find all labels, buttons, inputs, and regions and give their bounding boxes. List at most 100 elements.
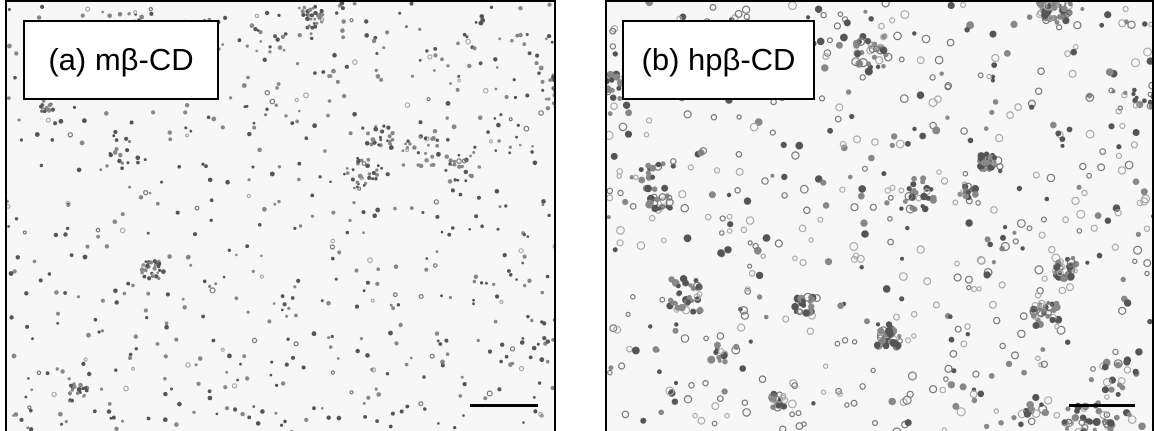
cell	[340, 28, 345, 33]
cell	[144, 158, 147, 161]
cell	[405, 363, 409, 367]
cell	[911, 176, 917, 182]
cell	[1119, 307, 1126, 314]
cell	[362, 210, 366, 214]
cell	[1041, 361, 1047, 367]
cell	[331, 239, 335, 243]
cell	[121, 212, 125, 216]
cell	[311, 215, 314, 218]
cell	[53, 121, 57, 125]
cell	[553, 244, 556, 248]
cell	[296, 279, 300, 283]
cell	[15, 217, 18, 220]
cell	[1032, 394, 1039, 401]
cell	[542, 336, 546, 340]
cell	[281, 381, 285, 385]
cell	[368, 172, 372, 176]
cell	[372, 171, 376, 175]
cell	[51, 138, 55, 142]
cell	[160, 181, 163, 184]
cell	[906, 338, 911, 343]
cell	[253, 122, 256, 125]
cell	[844, 19, 851, 26]
cell	[710, 5, 716, 11]
cell	[836, 42, 843, 49]
cell	[500, 343, 504, 347]
cell	[676, 284, 680, 288]
cell	[147, 417, 151, 421]
cell	[713, 350, 718, 355]
cell	[453, 160, 456, 163]
cell	[684, 111, 691, 118]
cell	[555, 79, 556, 82]
cell	[967, 286, 971, 290]
cell	[841, 145, 848, 152]
cell	[247, 132, 251, 136]
cell	[1021, 370, 1027, 376]
cell	[86, 245, 90, 249]
cell	[1116, 144, 1121, 149]
cell	[535, 54, 539, 58]
cell	[144, 268, 148, 272]
cell	[519, 367, 523, 371]
cell	[435, 215, 439, 219]
cell	[1115, 362, 1122, 369]
cell	[532, 346, 537, 351]
cell	[668, 298, 673, 303]
cell	[725, 414, 729, 418]
cell	[851, 400, 857, 406]
cell	[1057, 25, 1062, 30]
cell	[540, 320, 543, 323]
cell	[331, 257, 335, 261]
cell	[388, 331, 393, 336]
cell	[744, 197, 751, 204]
cell	[360, 337, 363, 340]
cell	[371, 299, 374, 302]
cell	[328, 99, 332, 103]
cell	[1035, 266, 1043, 274]
cell	[58, 412, 63, 417]
cell	[144, 308, 148, 312]
cell	[552, 101, 556, 105]
cell	[1108, 387, 1114, 393]
cell	[437, 340, 440, 343]
cell	[540, 291, 544, 295]
cell	[208, 389, 212, 393]
cell	[781, 142, 787, 148]
cell	[441, 231, 444, 234]
cell	[963, 172, 967, 176]
cell	[630, 204, 636, 210]
cell	[657, 207, 661, 211]
cell	[132, 367, 135, 370]
cell	[16, 255, 20, 259]
cell	[1061, 6, 1068, 13]
cell	[252, 338, 256, 342]
cell	[329, 181, 332, 184]
cell	[208, 396, 213, 401]
cell	[358, 174, 363, 179]
cell	[545, 98, 548, 101]
cell	[362, 231, 365, 234]
cell	[478, 165, 482, 169]
cell	[741, 312, 748, 319]
cell	[821, 13, 826, 18]
cell	[932, 126, 940, 134]
cell	[273, 34, 277, 38]
cell	[1024, 411, 1031, 418]
cell	[739, 365, 746, 372]
cell	[257, 29, 260, 32]
cell	[26, 426, 29, 429]
cell	[12, 354, 17, 359]
cell	[296, 62, 299, 65]
cell	[984, 424, 989, 429]
cell	[466, 39, 471, 44]
cell	[1067, 10, 1072, 15]
cell	[424, 137, 428, 141]
cell	[394, 341, 398, 345]
cell	[1060, 136, 1066, 142]
cell	[837, 302, 844, 309]
cell	[783, 316, 789, 322]
cell	[917, 91, 925, 99]
cell	[25, 396, 28, 399]
cell	[145, 316, 148, 319]
